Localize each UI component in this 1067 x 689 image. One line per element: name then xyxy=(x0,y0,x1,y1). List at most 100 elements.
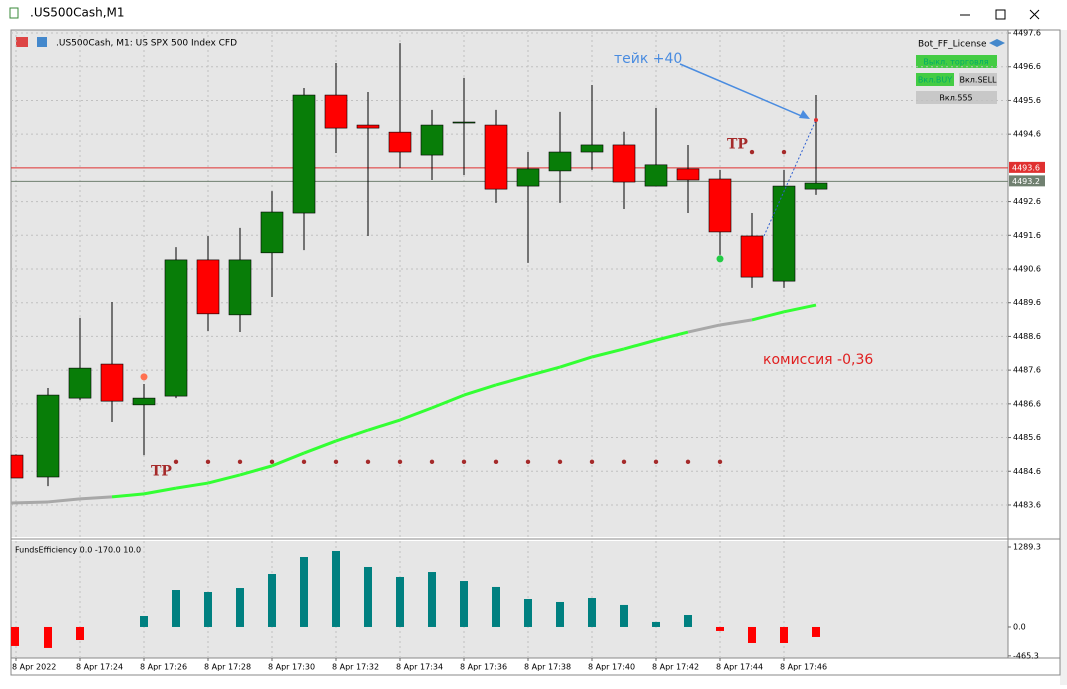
indicator-bar xyxy=(780,626,788,643)
candle-body xyxy=(388,131,412,153)
indicator-bar xyxy=(11,626,19,646)
candle-body xyxy=(708,178,732,233)
y-tick-label: 4496.6 xyxy=(1013,62,1041,71)
button-label[interactable]: Вкл.555 xyxy=(939,94,972,103)
candle-body xyxy=(132,397,156,406)
candle-body xyxy=(772,185,796,282)
x-tick-label: 8 Apr 17:28 xyxy=(204,663,251,672)
indicator-bar xyxy=(300,557,308,627)
candle-body xyxy=(484,124,508,190)
chart-header: .US500Cash, M1: US SPX 500 Index CFD xyxy=(56,39,237,49)
tp-dot xyxy=(365,459,371,465)
ma-segment xyxy=(303,439,337,455)
button[interactable] xyxy=(959,73,997,86)
x-tick-label: 8 Apr 17:24 xyxy=(76,663,123,672)
ma-segment xyxy=(79,495,113,501)
tp-dot xyxy=(205,459,211,465)
y-tick-label: 4490.6 xyxy=(1013,265,1041,274)
candle-body xyxy=(516,168,540,187)
y-tick-label: 4486.6 xyxy=(1013,399,1041,408)
button[interactable] xyxy=(916,73,954,86)
tp-dot xyxy=(397,459,403,465)
y-tick-label: 4483.6 xyxy=(1013,500,1041,509)
ma-segment xyxy=(751,310,785,322)
indicator-bar xyxy=(364,566,372,627)
candle-body xyxy=(196,259,220,315)
arrow xyxy=(679,63,805,118)
indicator-bar xyxy=(332,550,340,627)
close[interactable] xyxy=(1029,9,1040,20)
tp-label: TP xyxy=(727,136,748,152)
signal-dot xyxy=(140,373,148,381)
indicator-bar xyxy=(716,626,724,631)
maximize[interactable] xyxy=(995,9,1006,20)
candle-body xyxy=(740,235,764,278)
level-tag xyxy=(1009,161,1045,173)
ma-segment xyxy=(495,374,529,387)
tp-dot xyxy=(717,459,723,465)
x-tick-label: 8 Apr 2022 xyxy=(12,663,56,672)
candle-body xyxy=(324,94,348,129)
candle-body xyxy=(420,124,444,156)
cap-icon xyxy=(989,39,1005,47)
tp-dot xyxy=(173,459,179,465)
button-label[interactable]: Выкл. торговля xyxy=(923,58,988,67)
indicator-bar xyxy=(812,626,820,637)
ma-segment xyxy=(559,355,593,369)
tp-dot xyxy=(589,459,595,465)
indicator-bar xyxy=(76,626,84,641)
ma-segment xyxy=(207,473,241,485)
indicator-bar xyxy=(748,626,756,643)
candle-body xyxy=(676,168,700,181)
y-tick-label: 4495.6 xyxy=(1013,96,1041,105)
indicator-bar xyxy=(492,586,500,627)
tp-dot xyxy=(653,459,659,465)
ma-segment xyxy=(143,486,177,496)
tp-label: TP xyxy=(151,463,172,479)
ma-segment xyxy=(399,406,433,422)
ma-segment xyxy=(47,497,81,504)
button[interactable] xyxy=(916,55,997,68)
candle-body xyxy=(68,367,92,399)
indicator-bar xyxy=(652,621,660,627)
level-tag xyxy=(1009,175,1045,187)
y2-tick-label: 0.0 xyxy=(1013,622,1026,631)
ma-segment xyxy=(175,481,209,490)
candle-body xyxy=(36,394,60,478)
candle-body xyxy=(228,259,252,316)
tp-dot xyxy=(781,149,787,155)
candle-body xyxy=(260,211,284,254)
x-tick-label: 8 Apr 17:44 xyxy=(716,663,763,672)
tp-dot xyxy=(557,459,563,465)
arrow-head xyxy=(799,110,810,120)
indicator-bar xyxy=(204,591,212,627)
indicator-bar xyxy=(524,599,532,627)
window-title: .US500Cash,M1 xyxy=(30,6,125,20)
indicator-bar xyxy=(428,572,436,627)
y-tick-label: 4485.6 xyxy=(1013,433,1041,442)
annotation: комиссия -0,36 xyxy=(763,352,873,368)
tp-dot xyxy=(429,459,435,465)
ma-segment xyxy=(591,347,625,359)
tp-dot xyxy=(525,459,531,465)
ma-segment xyxy=(239,464,273,477)
signal-dot xyxy=(716,255,724,263)
indicator-bg xyxy=(11,541,1008,658)
indicator-bar xyxy=(236,588,244,627)
candle-body xyxy=(612,144,636,183)
y2-tick-label: -465.3 xyxy=(1013,651,1039,660)
indicator-title: FundsEfficiency 0.0 -170.0 10.0 xyxy=(15,546,141,555)
ma-segment xyxy=(463,383,497,397)
indicator-bar xyxy=(140,616,148,627)
button-label[interactable]: Вкл.SELL xyxy=(959,76,997,85)
panel-title: Bot_FF_License xyxy=(918,40,987,50)
button-label[interactable]: Вкл.BUY xyxy=(918,76,952,85)
y-tick-label: 4494.6 xyxy=(1013,130,1041,139)
x-tick-label: 8 Apr 17:32 xyxy=(332,663,379,672)
side-strip xyxy=(1060,30,1067,685)
indicator-bar xyxy=(268,574,276,627)
candle-body xyxy=(804,182,828,190)
take-dash xyxy=(763,119,817,237)
indicator-bar xyxy=(556,601,564,627)
y-tick-label: 4487.6 xyxy=(1013,366,1041,375)
